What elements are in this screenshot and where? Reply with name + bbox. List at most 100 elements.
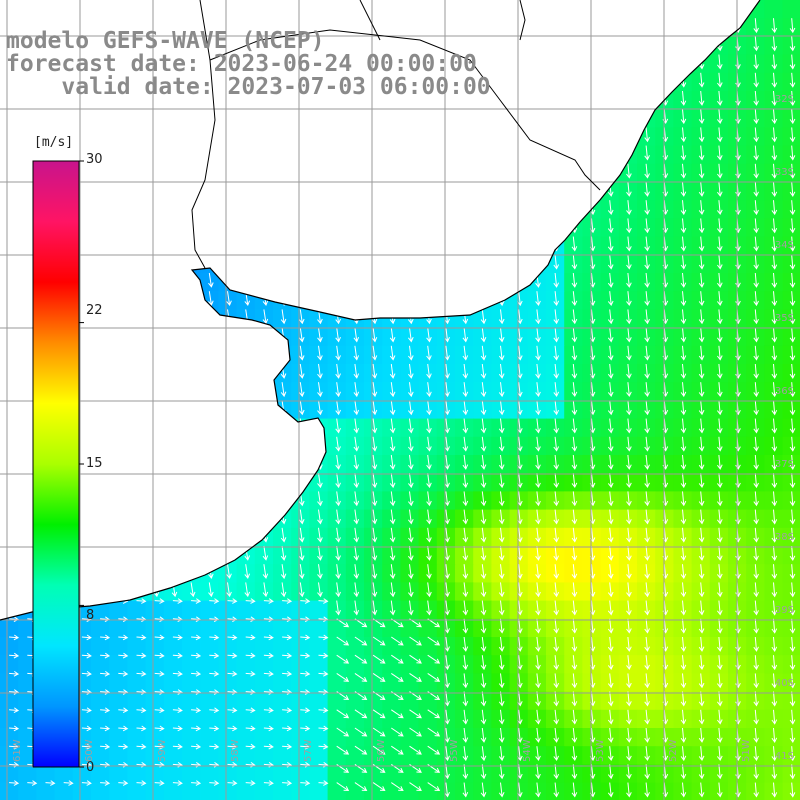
wind-arrow xyxy=(336,745,350,755)
wind-arrow xyxy=(426,436,432,452)
wind-speed-cell xyxy=(127,236,147,256)
wind-arrow xyxy=(553,600,560,616)
wind-arrow xyxy=(280,491,287,507)
wind-arrow xyxy=(353,545,360,561)
wind-speed-cell xyxy=(618,473,638,492)
wind-arrow xyxy=(607,382,614,398)
wind-speed-cell xyxy=(637,345,656,365)
wind-speed-cell xyxy=(509,491,529,511)
wind-arrow xyxy=(462,764,469,780)
wind-arrow xyxy=(8,163,14,179)
wind-arrow xyxy=(571,309,578,325)
wind-speed-cell xyxy=(436,400,456,420)
wind-speed-cell xyxy=(709,18,729,37)
wind-speed-cell xyxy=(364,127,383,147)
wind-speed-cell xyxy=(418,273,438,292)
wind-speed-cell xyxy=(600,127,620,147)
wind-speed-cell xyxy=(345,327,365,347)
wind-arrow xyxy=(245,707,256,714)
wind-arrow xyxy=(498,545,505,561)
wind-speed-cell xyxy=(291,527,310,547)
wind-arrow xyxy=(571,382,578,398)
wind-arrow xyxy=(408,382,414,398)
wind-arrow xyxy=(298,181,305,197)
wind-arrow xyxy=(626,782,632,798)
wind-speed-cell xyxy=(509,691,529,711)
wind-speed-cell xyxy=(218,163,238,183)
wind-arrow xyxy=(698,782,705,798)
wind-arrow xyxy=(498,309,505,325)
wind-arrow xyxy=(262,363,269,379)
wind-speed-cell xyxy=(382,436,401,456)
wind-speed-cell xyxy=(709,109,729,128)
wind-arrow xyxy=(409,636,422,646)
wind-speed-cell xyxy=(473,618,492,638)
wind-arrow xyxy=(498,18,505,34)
wind-speed-cell xyxy=(291,182,310,201)
wind-arrow xyxy=(498,746,505,762)
colorbar-tick-label: 0 xyxy=(86,760,95,775)
wind-speed-cell xyxy=(473,509,492,529)
wind-speed-cell xyxy=(145,746,165,765)
wind-speed-cell xyxy=(345,564,365,583)
wind-arrow xyxy=(9,743,20,750)
wind-arrow xyxy=(426,454,432,470)
wind-arrow xyxy=(408,564,414,580)
wind-arrow xyxy=(353,418,360,434)
wind-speed-cell xyxy=(509,36,529,56)
wind-speed-cell xyxy=(163,509,183,529)
wind-speed-cell xyxy=(655,254,674,274)
wind-arrow xyxy=(498,600,505,616)
wind-speed-cell xyxy=(200,273,219,292)
wind-arrow xyxy=(372,654,386,664)
wind-arrow xyxy=(680,254,687,270)
wind-speed-cell xyxy=(109,418,128,438)
wind-speed-cell xyxy=(546,345,565,365)
wind-speed-cell xyxy=(309,582,329,602)
wind-arrow xyxy=(353,363,360,379)
wind-speed-cell xyxy=(782,200,800,219)
wind-speed-cell xyxy=(382,236,401,256)
wind-speed-cell xyxy=(491,673,511,693)
wind-speed-cell xyxy=(455,600,474,620)
wind-arrow xyxy=(226,145,232,161)
wind-speed-cell xyxy=(764,746,784,765)
wind-arrow xyxy=(244,491,251,507)
wind-arrow xyxy=(26,127,32,143)
wind-speed-cell xyxy=(254,236,274,256)
wind-speed-cell xyxy=(200,327,219,347)
wind-arrow xyxy=(353,200,360,216)
wind-arrow xyxy=(262,309,269,325)
wind-speed-cell xyxy=(655,382,674,401)
wind-arrow xyxy=(154,634,165,641)
wind-speed-cell xyxy=(527,546,547,565)
wind-arrow xyxy=(280,473,287,489)
wind-arrow xyxy=(553,72,560,88)
wind-arrow xyxy=(571,636,578,652)
wind-speed-cell xyxy=(764,400,784,420)
wind-arrow xyxy=(680,309,687,325)
wind-speed-cell xyxy=(364,637,383,656)
wind-speed-cell xyxy=(455,0,474,19)
wind-arrow xyxy=(427,654,441,664)
wind-speed-cell xyxy=(18,728,37,747)
wind-arrow xyxy=(408,509,414,525)
wind-speed-cell xyxy=(327,0,347,19)
wind-speed-cell xyxy=(0,163,19,183)
wind-speed-cell xyxy=(364,600,383,620)
wind-arrow xyxy=(226,491,232,507)
wind-arrow xyxy=(280,454,287,470)
wind-speed-cell xyxy=(163,163,183,183)
wind-arrow xyxy=(118,634,129,641)
wind-arrow xyxy=(227,598,238,604)
lon-label: 60W xyxy=(84,739,95,762)
wind-speed-cell xyxy=(309,127,329,147)
wind-speed-cell xyxy=(509,564,529,583)
wind-speed-cell xyxy=(18,691,37,711)
wind-arrow xyxy=(644,782,650,798)
wind-speed-cell xyxy=(709,728,729,747)
wind-arrow xyxy=(117,473,123,488)
wind-speed-cell xyxy=(400,564,420,583)
wind-speed-cell xyxy=(709,564,729,583)
wind-speed-cell xyxy=(163,764,183,784)
